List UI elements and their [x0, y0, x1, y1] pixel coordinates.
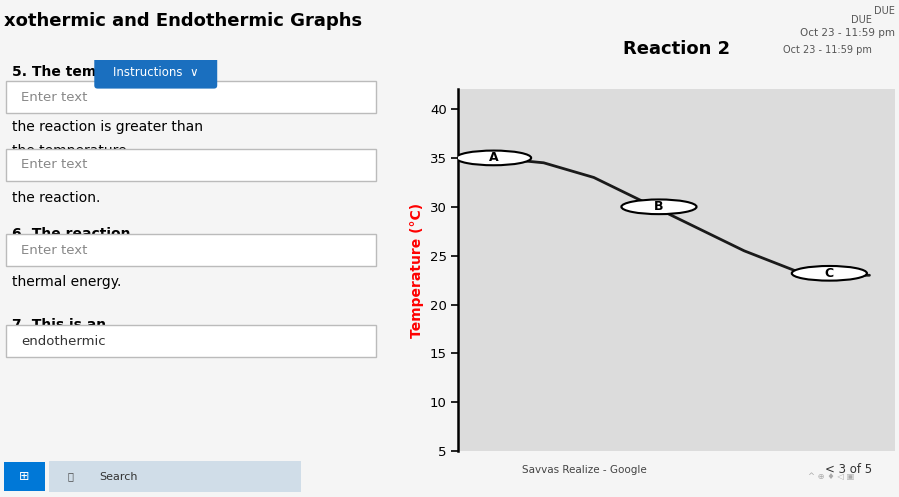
Text: A: A — [489, 152, 498, 165]
Text: Enter text: Enter text — [21, 158, 87, 171]
Text: Oct 23 - 11:59 pm: Oct 23 - 11:59 pm — [799, 28, 895, 38]
Text: Search: Search — [99, 472, 138, 482]
Text: the reaction.: the reaction. — [13, 191, 101, 205]
Text: 6. The reaction: 6. The reaction — [13, 227, 131, 241]
Text: < 3 of 5: < 3 of 5 — [825, 463, 872, 476]
Text: B: B — [654, 200, 663, 213]
Text: 5. The tempe: 5. The tempe — [13, 65, 116, 79]
Circle shape — [621, 199, 697, 214]
Text: DUE: DUE — [874, 6, 895, 16]
FancyBboxPatch shape — [6, 149, 376, 180]
Text: the temperature: the temperature — [13, 144, 127, 158]
FancyBboxPatch shape — [94, 57, 218, 88]
Text: ⊞: ⊞ — [19, 470, 30, 483]
Text: the reaction is greater than: the reaction is greater than — [13, 120, 203, 134]
Text: C: C — [824, 267, 834, 280]
FancyBboxPatch shape — [6, 326, 376, 357]
Text: 7. This is an: 7. This is an — [13, 319, 107, 332]
Text: xothermic and Endothermic Graphs: xothermic and Endothermic Graphs — [4, 12, 362, 30]
Text: DUE: DUE — [851, 15, 872, 25]
FancyBboxPatch shape — [6, 234, 376, 266]
Text: Instructions  ∨: Instructions ∨ — [113, 66, 199, 79]
FancyBboxPatch shape — [6, 82, 376, 113]
Text: Enter text: Enter text — [21, 244, 87, 256]
Text: 🔍: 🔍 — [67, 472, 74, 482]
Text: Oct 23 - 11:59 pm: Oct 23 - 11:59 pm — [783, 45, 872, 55]
Circle shape — [792, 266, 867, 281]
Text: thermal energy.: thermal energy. — [13, 275, 122, 289]
Text: Savvas Realize - Google: Savvas Realize - Google — [522, 465, 646, 475]
Text: ^ ⊕ ♦ ◁ ▣: ^ ⊕ ♦ ◁ ▣ — [807, 472, 854, 481]
FancyBboxPatch shape — [49, 461, 301, 492]
Text: Enter text: Enter text — [21, 91, 87, 104]
FancyBboxPatch shape — [4, 462, 45, 491]
Text: Reaction 2: Reaction 2 — [623, 40, 730, 58]
Circle shape — [456, 151, 531, 165]
Y-axis label: Temperature (°C): Temperature (°C) — [410, 203, 424, 338]
Text: endothermic: endothermic — [21, 335, 105, 348]
